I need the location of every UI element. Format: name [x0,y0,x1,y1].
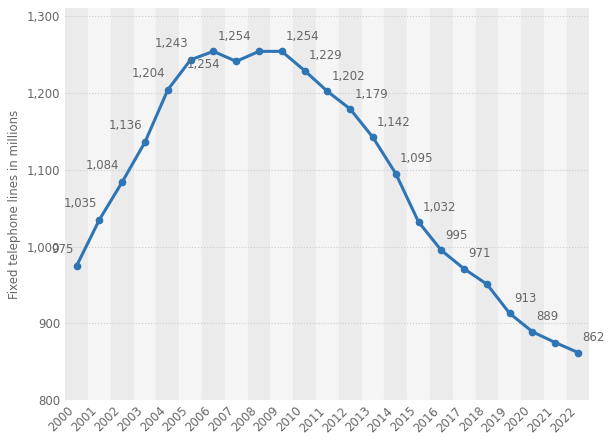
Bar [247,8,270,400]
Text: 1,243: 1,243 [154,37,188,50]
Text: 1,229: 1,229 [309,49,343,62]
Bar [88,8,111,400]
Text: 1,204: 1,204 [131,67,165,80]
Bar [111,8,134,400]
Bar [384,8,407,400]
Bar [475,8,499,400]
Bar [453,8,475,400]
Bar [179,8,202,400]
Text: 1,035: 1,035 [63,197,96,210]
Text: 1,142: 1,142 [377,116,411,129]
Bar [544,8,567,400]
Text: 1,202: 1,202 [332,70,365,83]
Bar [157,8,179,400]
Text: 971: 971 [468,248,491,260]
Text: 1,254: 1,254 [217,30,251,43]
Bar [65,8,88,400]
Text: 913: 913 [514,292,536,305]
Bar [407,8,430,400]
Bar [202,8,225,400]
Text: 995: 995 [446,229,468,242]
Text: 1,254: 1,254 [187,58,220,71]
Text: 1,032: 1,032 [422,201,456,214]
Text: 1,179: 1,179 [354,88,388,101]
Text: 862: 862 [582,331,605,344]
Bar [362,8,384,400]
Text: 1,136: 1,136 [109,119,142,132]
Text: 1,095: 1,095 [400,152,433,165]
Bar [430,8,453,400]
Text: 1,084: 1,084 [86,159,120,172]
Text: 889: 889 [537,311,559,323]
Bar [270,8,293,400]
Text: 975: 975 [52,243,74,256]
Bar [225,8,247,400]
Bar [567,8,589,400]
Bar [134,8,157,400]
Bar [499,8,521,400]
Bar [339,8,362,400]
Text: 1,254: 1,254 [286,30,319,43]
Y-axis label: Fixed telephone lines in millions: Fixed telephone lines in millions [9,109,21,299]
Bar [293,8,316,400]
Bar [521,8,544,400]
Bar [316,8,339,400]
